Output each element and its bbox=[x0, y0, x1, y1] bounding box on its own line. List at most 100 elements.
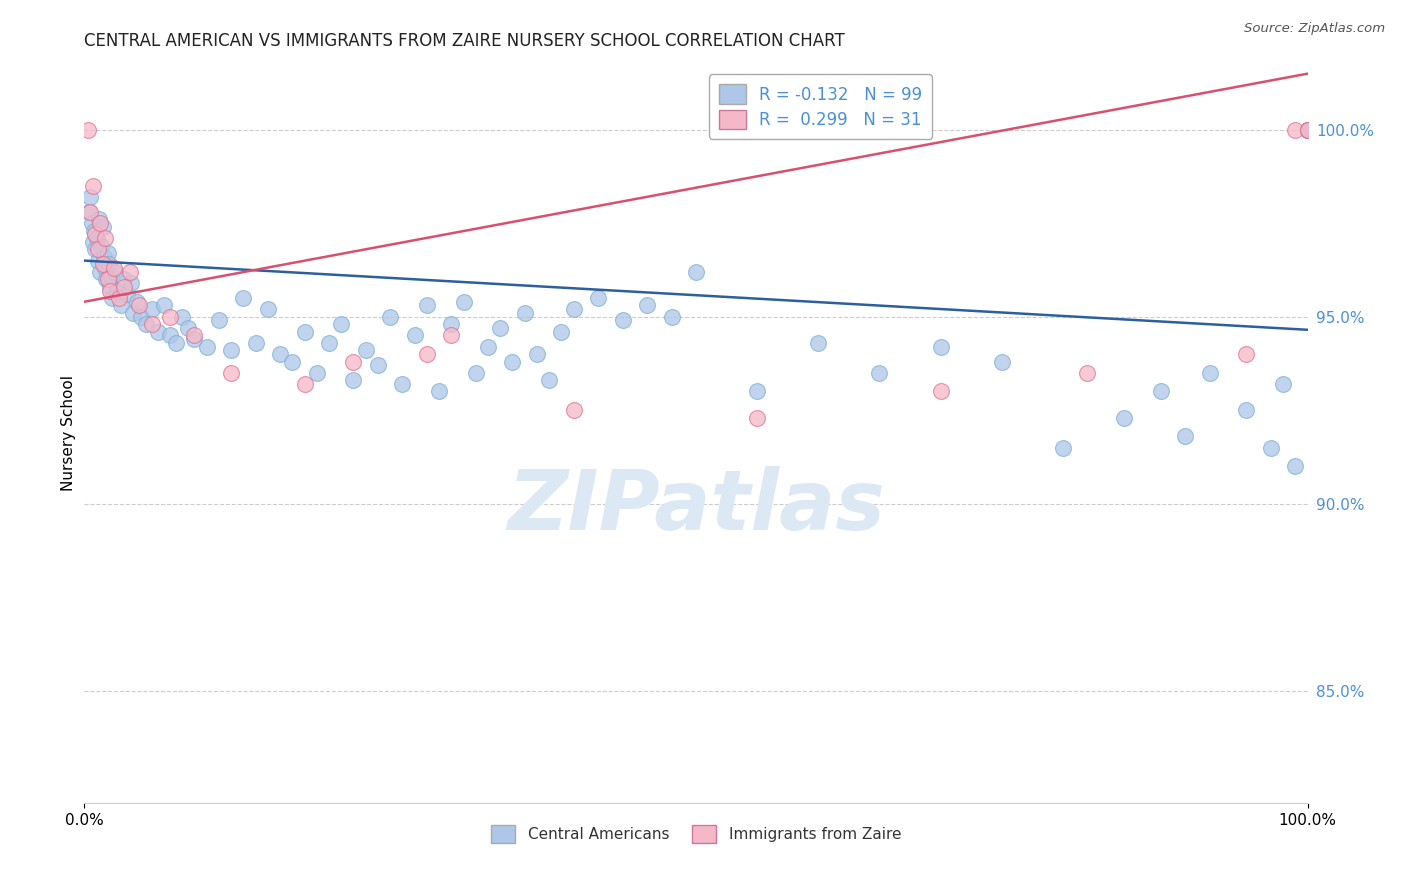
Point bbox=[281, 354, 304, 368]
Point bbox=[330, 317, 353, 331]
Point bbox=[294, 325, 316, 339]
Point bbox=[586, 291, 609, 305]
Point bbox=[89, 216, 111, 230]
Point bbox=[685, 265, 707, 279]
Point bbox=[562, 403, 585, 417]
Point bbox=[489, 321, 512, 335]
Point bbox=[1260, 441, 1282, 455]
Point bbox=[141, 302, 163, 317]
Point bbox=[219, 343, 242, 358]
Point bbox=[1076, 366, 1098, 380]
Point bbox=[1296, 122, 1319, 136]
Point bbox=[159, 310, 181, 324]
Point bbox=[232, 291, 254, 305]
Point bbox=[219, 366, 242, 380]
Point bbox=[159, 328, 181, 343]
Legend: Central Americans, Immigrants from Zaire: Central Americans, Immigrants from Zaire bbox=[484, 818, 908, 851]
Point bbox=[342, 354, 364, 368]
Point bbox=[636, 298, 658, 312]
Point bbox=[513, 306, 536, 320]
Point bbox=[128, 298, 150, 312]
Point bbox=[562, 302, 585, 317]
Point bbox=[1052, 441, 1074, 455]
Point bbox=[1296, 122, 1319, 136]
Point bbox=[77, 122, 100, 136]
Point bbox=[294, 377, 316, 392]
Point bbox=[1296, 122, 1319, 136]
Point bbox=[129, 310, 152, 324]
Point bbox=[747, 384, 769, 399]
Point bbox=[82, 178, 104, 193]
Point bbox=[177, 321, 200, 335]
Point bbox=[183, 328, 205, 343]
Point bbox=[367, 359, 389, 373]
Point bbox=[929, 384, 952, 399]
Point bbox=[305, 366, 328, 380]
Point bbox=[97, 257, 120, 271]
Point bbox=[1114, 410, 1136, 425]
Point bbox=[146, 325, 169, 339]
Point bbox=[100, 268, 122, 283]
Point bbox=[153, 298, 176, 312]
Point bbox=[107, 291, 129, 305]
Point bbox=[208, 313, 231, 327]
Point bbox=[991, 354, 1014, 368]
Point bbox=[87, 243, 110, 257]
Text: Source: ZipAtlas.com: Source: ZipAtlas.com bbox=[1244, 22, 1385, 36]
Point bbox=[612, 313, 634, 327]
Point bbox=[342, 373, 364, 387]
Point bbox=[105, 284, 128, 298]
Point bbox=[477, 340, 499, 354]
Point bbox=[440, 317, 463, 331]
Point bbox=[1296, 122, 1319, 136]
Point bbox=[93, 250, 115, 264]
Point bbox=[354, 343, 377, 358]
Point bbox=[747, 410, 769, 425]
Point bbox=[1296, 122, 1319, 136]
Point bbox=[94, 231, 117, 245]
Text: CENTRAL AMERICAN VS IMMIGRANTS FROM ZAIRE NURSERY SCHOOL CORRELATION CHART: CENTRAL AMERICAN VS IMMIGRANTS FROM ZAIR… bbox=[84, 32, 845, 50]
Point bbox=[101, 291, 124, 305]
Point bbox=[104, 265, 127, 279]
Point bbox=[90, 238, 112, 252]
Point bbox=[1296, 122, 1319, 136]
Point bbox=[91, 257, 114, 271]
Point bbox=[245, 335, 267, 350]
Point bbox=[318, 335, 340, 350]
Point bbox=[125, 294, 148, 309]
Y-axis label: Nursery School: Nursery School bbox=[60, 375, 76, 491]
Point bbox=[103, 261, 125, 276]
Point bbox=[135, 317, 157, 331]
Point bbox=[550, 325, 572, 339]
Point bbox=[1236, 403, 1258, 417]
Point bbox=[1296, 122, 1319, 136]
Point bbox=[98, 284, 121, 298]
Point bbox=[83, 224, 105, 238]
Point bbox=[1296, 122, 1319, 136]
Point bbox=[98, 280, 121, 294]
Point bbox=[1296, 122, 1319, 136]
Point bbox=[77, 205, 100, 219]
Point bbox=[110, 298, 132, 312]
Point bbox=[1296, 122, 1319, 136]
Point bbox=[112, 280, 135, 294]
Point bbox=[391, 377, 413, 392]
Point bbox=[79, 190, 101, 204]
Point bbox=[84, 243, 107, 257]
Point bbox=[122, 306, 145, 320]
Point bbox=[416, 347, 439, 361]
Point bbox=[661, 310, 683, 324]
Point bbox=[1296, 122, 1319, 136]
Point bbox=[165, 335, 187, 350]
Point bbox=[91, 219, 114, 234]
Point bbox=[79, 205, 101, 219]
Point bbox=[807, 335, 830, 350]
Point bbox=[538, 373, 561, 387]
Point bbox=[1296, 122, 1319, 136]
Point bbox=[115, 287, 138, 301]
Point bbox=[80, 216, 103, 230]
Point bbox=[87, 253, 110, 268]
Point bbox=[380, 310, 402, 324]
Point bbox=[89, 265, 111, 279]
Point bbox=[502, 354, 524, 368]
